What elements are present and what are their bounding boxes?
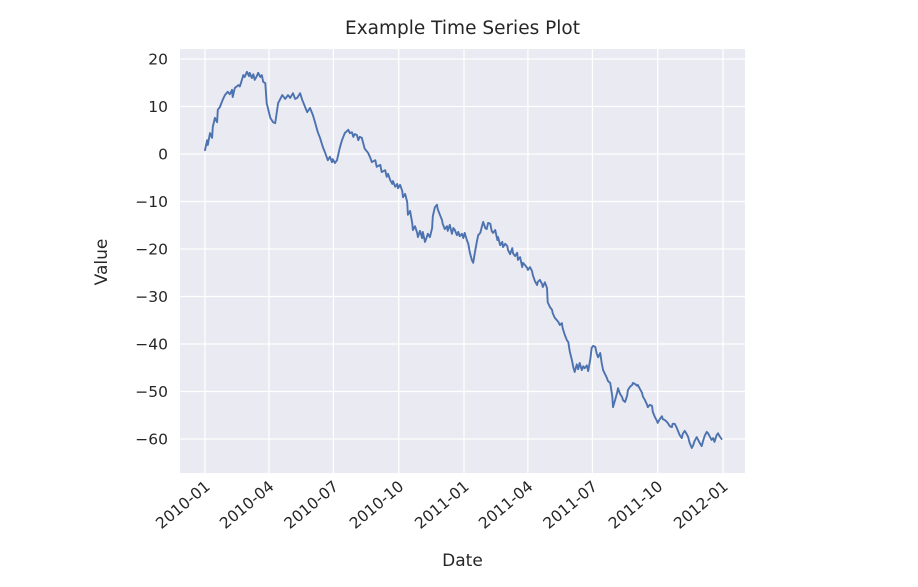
x-axis-label: Date <box>442 551 483 571</box>
x-tick-label: 2011-10 <box>605 477 666 532</box>
x-tick-label: 2010-07 <box>281 477 342 532</box>
y-tick-label: −50 <box>135 383 168 401</box>
x-tick-label: 2011-04 <box>475 477 536 532</box>
x-tick-label: 2010-01 <box>152 477 213 532</box>
y-tick-label: −20 <box>135 241 168 259</box>
y-tick-label: −60 <box>135 431 168 449</box>
x-tick-label: 2011-01 <box>411 477 472 532</box>
x-tick-label: 2010-04 <box>216 477 277 532</box>
y-tick-label: 0 <box>158 146 168 164</box>
y-tick-label: −10 <box>135 193 168 211</box>
x-tick-label: 2011-07 <box>540 477 601 532</box>
y-axis-label: Value <box>92 239 112 286</box>
y-tick-label: 10 <box>148 98 168 116</box>
y-tick-label: −40 <box>135 336 168 354</box>
y-tick-label: 20 <box>148 51 168 69</box>
y-tick-label: −30 <box>135 288 168 306</box>
series-line <box>204 70 723 449</box>
x-tick-label: 2010-10 <box>346 477 407 532</box>
plot-area <box>180 49 745 473</box>
x-tick-label: 2012-01 <box>670 477 731 532</box>
chart-title: Example Time Series Plot <box>345 18 580 39</box>
